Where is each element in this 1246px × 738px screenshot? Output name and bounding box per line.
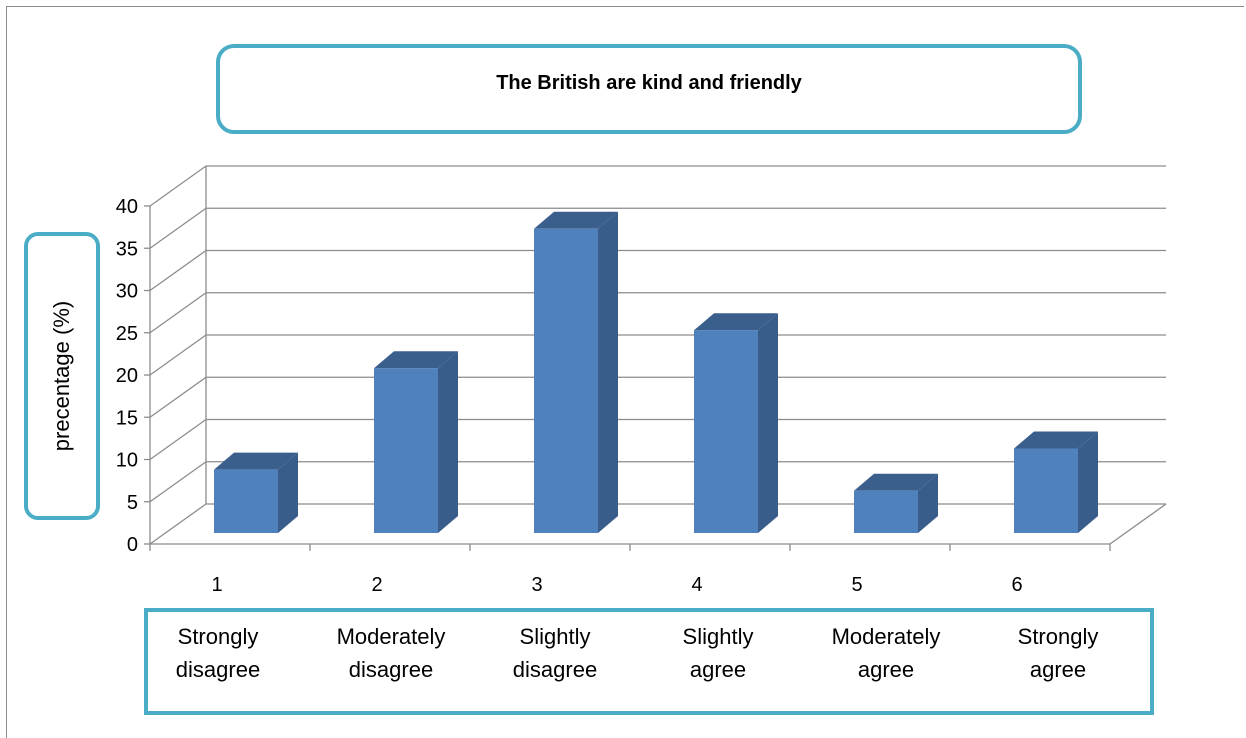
x-tick-label-4: 4 — [691, 574, 702, 596]
chart-title: The British are kind and friendly — [496, 72, 802, 95]
category-description-3: Slightly disagree — [470, 620, 640, 686]
bar-side-6 — [1078, 432, 1098, 534]
category-description-5: Moderately agree — [801, 620, 971, 686]
side-gridline-30 — [150, 251, 206, 291]
y-tick-label-5: 5 — [127, 492, 138, 514]
bar-5 — [854, 491, 918, 533]
x-tick-label-6: 6 — [1011, 574, 1022, 596]
side-gridline-25 — [150, 293, 206, 333]
y-axis-label-box: precentage (%) — [24, 232, 100, 520]
y-tick-label-10: 10 — [116, 450, 138, 472]
bar-1 — [214, 470, 278, 533]
bar-side-4 — [758, 313, 778, 533]
bar-side-2 — [438, 351, 458, 533]
x-tick-label-2: 2 — [371, 574, 382, 596]
category-description-2: Moderately disagree — [306, 620, 476, 686]
bar-3 — [534, 229, 598, 533]
side-gridline-10 — [150, 420, 206, 460]
y-tick-label-30: 30 — [116, 281, 138, 303]
y-tick-label-35: 35 — [116, 238, 138, 260]
bar-6 — [1014, 449, 1078, 534]
y-tick-label-15: 15 — [116, 407, 138, 429]
category-description-6: Strongly agree — [973, 620, 1143, 686]
x-tick-label-5: 5 — [851, 574, 862, 596]
bar-4 — [694, 330, 758, 533]
category-description-1: Strongly disagree — [133, 620, 303, 686]
y-tick-label-0: 0 — [127, 534, 138, 556]
bar-side-3 — [598, 212, 618, 533]
side-gridline-15 — [150, 377, 206, 417]
chart-title-box: The British are kind and friendly — [216, 44, 1082, 134]
side-gridline-35 — [150, 208, 206, 248]
x-tick-label-1: 1 — [211, 574, 222, 596]
floor-right-edge — [1110, 504, 1166, 544]
side-gridline-40 — [150, 166, 206, 206]
side-gridline-0 — [150, 504, 206, 544]
bar-2 — [374, 368, 438, 533]
y-axis-label: precentage (%) — [49, 301, 75, 451]
category-description-4: Slightly agree — [633, 620, 803, 686]
y-tick-label-40: 40 — [116, 196, 138, 218]
x-tick-label-3: 3 — [531, 574, 542, 596]
y-tick-label-20: 20 — [116, 365, 138, 387]
y-tick-label-25: 25 — [116, 323, 138, 345]
side-gridline-20 — [150, 335, 206, 375]
side-gridline-5 — [150, 462, 206, 502]
